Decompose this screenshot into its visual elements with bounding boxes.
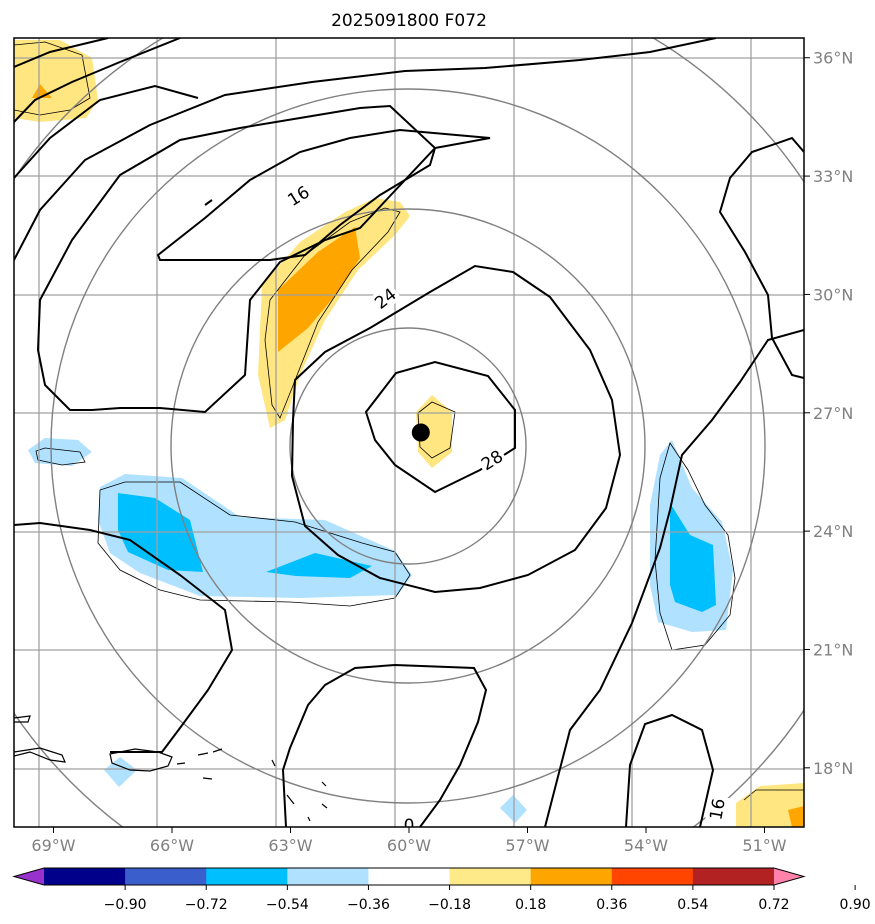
contour-label: 0 [401,815,417,836]
lat-tick-label: 33°N [813,167,853,186]
colorbar: −0.90 −0.72 −0.54 −0.36 −0.18 0.18 0.36 0.54 0.7… [12,867,871,913]
lat-tick-label: 24°N [813,522,853,541]
colorbar-outline [12,867,806,886]
contour-label-text: 0 [404,816,415,836]
colorbar-over-extension [774,868,804,885]
colorbar-tick-label: 0.36 [596,897,627,913]
lat-tick-label: 18°N [813,759,853,778]
geopotential-contours [14,38,804,827]
colorbar-tick-label: 0.54 [677,897,708,913]
lon-tick-label: 57°W [505,836,549,855]
lon-tick-label: 51°W [742,836,786,855]
lat-tick-label: 30°N [813,285,853,304]
contour-label-bg [368,282,402,315]
colorbar-tick-label: −0.36 [347,897,390,913]
colorbar-tick-label: −0.72 [185,897,228,913]
map-title: 2025091800 F072 [331,11,487,31]
lon-tick-label: 54°W [624,836,668,855]
colorbar-segment [44,868,126,885]
colorbar-segment [611,868,694,885]
coastlines [14,715,328,822]
lon-tick-label: 66°W [150,836,194,855]
lon-tick-label: 69°W [31,836,75,855]
colorbar-segment [125,868,207,885]
colorbar-segment [530,868,613,885]
colorbar-segment [206,868,288,885]
colorbar-segment [692,868,775,885]
colorbar-tick-label: −0.90 [104,897,147,913]
longitude-axis: 69°W 66°W 63°W 60°W 57°W 54°W 51°W [31,827,787,855]
lon-tick-label: 60°W [387,836,431,855]
lat-tick-label: 21°N [813,640,853,659]
colorbar-tick-label: 0.18 [515,897,546,913]
anomaly-outline-contours [14,41,804,801]
contour-label-bg [475,444,509,476]
colorbar-tick-label: 0.72 [758,897,789,913]
lat-tick-label: 27°N [813,404,853,423]
storm-center-marker[interactable] [411,423,430,442]
lon-tick-label: 63°W [268,836,312,855]
colorbar-tick-label: −0.18 [428,897,471,913]
colorbar-segment [287,868,369,885]
contour-label: 16 [704,794,730,824]
contour-label-bg [282,180,315,212]
latitude-axis: 36°N 33°N 30°N 27°N 24°N 21°N 18°N [804,49,853,778]
lat-lon-grid [14,38,804,827]
colorbar-under-extension [14,868,44,885]
contour-label-bg [401,815,417,827]
colorbar-tick-label: 0.90 [840,897,871,913]
contour-label-text: 16 [706,797,729,822]
colorbar-segment [449,868,532,885]
contour-label-bg [704,794,730,824]
colorbar-tick-label: −0.54 [266,897,309,913]
lat-tick-label: 36°N [813,49,853,68]
colorbar-segment [368,868,451,885]
